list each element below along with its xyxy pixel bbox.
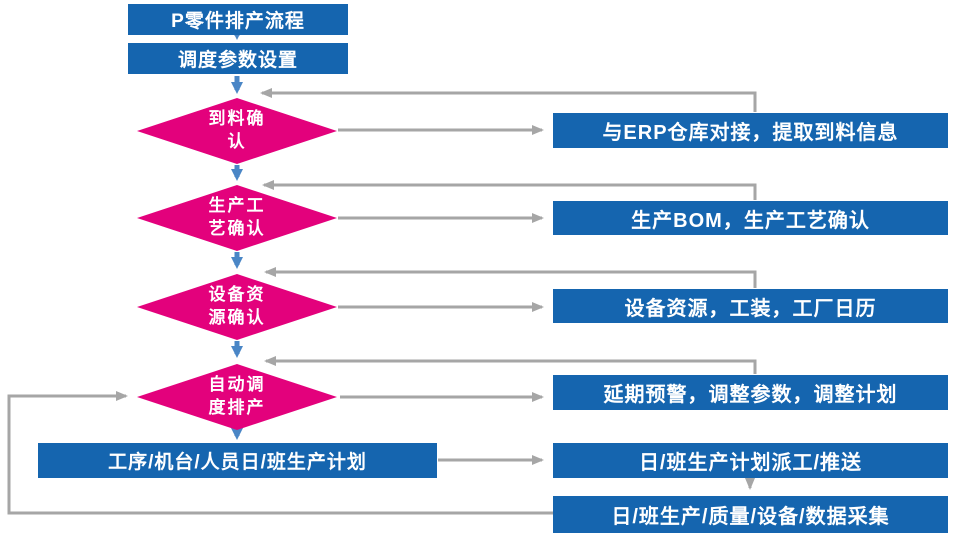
node-data-collection: 日/班生产/质量/设备/数据采集 [553,496,948,533]
note-delay-alert: 延期预警，调整参数，调整计划 [553,375,948,410]
node-dispatch-push: 日/班生产计划派工/推送 [553,443,948,478]
node-schedule-params: 调度参数设置 [128,43,348,74]
decision-label: 设备资源确认 [208,285,266,327]
decision-label: 生产工艺确认 [208,196,266,238]
decision-label: 自动调度排产 [208,375,266,417]
note-bom-process: 生产BOM，生产工艺确认 [553,201,948,235]
connector-arrows [7,88,757,515]
note-equipment-resource: 设备资源，工装，工厂日历 [553,289,948,323]
node-production-plan: 工序/机台/人员日/班生产计划 [38,443,437,478]
node-flow-title: P零件排产流程 [128,4,348,35]
decision-label: 到料确认 [208,109,266,151]
note-erp-warehouse: 与ERP仓库对接，提取到料信息 [553,113,948,148]
